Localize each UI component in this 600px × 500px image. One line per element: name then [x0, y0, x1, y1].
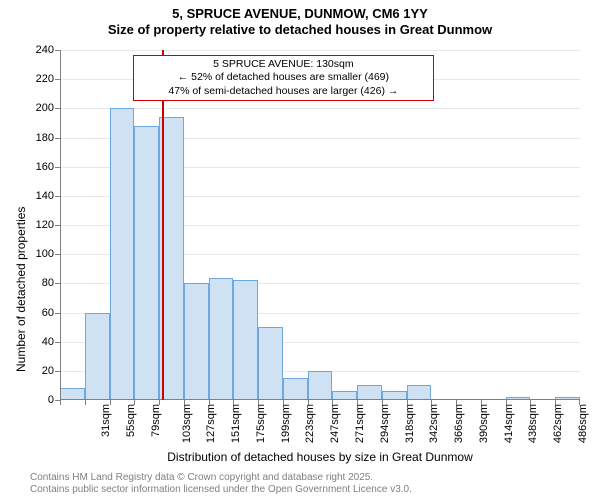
- x-tick-label: 414sqm: [503, 404, 515, 443]
- grid-line: [60, 108, 580, 109]
- x-tick-label: 127sqm: [206, 404, 218, 443]
- x-tick-mark: [431, 400, 432, 405]
- chart-title: 5, SPRUCE AVENUE, DUNMOW, CM6 1YY Size o…: [0, 6, 600, 37]
- x-tick-mark: [233, 400, 234, 405]
- x-axis-line: [60, 399, 580, 400]
- y-tick-label: 120: [36, 219, 60, 231]
- annotation-line2: ← 52% of detached houses are smaller (46…: [138, 71, 429, 84]
- annotation-line3: 47% of semi-detached houses are larger (…: [138, 85, 429, 98]
- y-tick-label: 200: [36, 102, 60, 114]
- histogram-bar: [134, 126, 159, 400]
- x-tick-label: 79sqm: [150, 404, 162, 437]
- x-tick-mark: [506, 400, 507, 405]
- histogram-bar: [357, 385, 382, 400]
- x-tick-mark: [209, 400, 210, 405]
- annotation-callout: 5 SPRUCE AVENUE: 130sqm← 52% of detached…: [133, 55, 434, 100]
- y-tick-label: 140: [36, 190, 60, 202]
- x-tick-mark: [308, 400, 309, 405]
- x-tick-label: 175sqm: [255, 404, 267, 443]
- x-tick-label: 199sqm: [280, 404, 292, 443]
- x-tick-label: 151sqm: [230, 404, 242, 443]
- plot-area: 02040608010012014016018020022024031sqm55…: [60, 50, 580, 400]
- histogram-bar: [308, 371, 333, 400]
- footer: Contains HM Land Registry data © Crown c…: [30, 472, 600, 496]
- x-tick-mark: [555, 400, 556, 405]
- x-tick-mark: [530, 400, 531, 405]
- y-tick-label: 40: [42, 336, 60, 348]
- x-tick-mark: [357, 400, 358, 405]
- x-tick-mark: [382, 400, 383, 405]
- y-tick-label: 60: [42, 307, 60, 319]
- x-tick-mark: [283, 400, 284, 405]
- grid-line: [60, 50, 580, 51]
- histogram-bar: [258, 327, 283, 400]
- footer-line2: Contains public sector information licen…: [30, 484, 600, 496]
- histogram-bar: [233, 280, 258, 400]
- x-tick-label: 366sqm: [453, 404, 465, 443]
- x-tick-label: 223sqm: [305, 404, 317, 443]
- footer-line1: Contains HM Land Registry data © Crown c…: [30, 472, 600, 484]
- y-tick-label: 80: [42, 277, 60, 289]
- x-tick-label: 318sqm: [404, 404, 416, 443]
- histogram-bar: [407, 385, 432, 400]
- x-tick-mark: [332, 400, 333, 405]
- x-tick-label: 486sqm: [577, 404, 589, 443]
- x-tick-mark: [60, 400, 61, 405]
- marker-line: [162, 50, 164, 400]
- y-tick-label: 160: [36, 161, 60, 173]
- x-tick-mark: [85, 400, 86, 405]
- histogram-bar: [110, 108, 135, 400]
- x-tick-mark: [407, 400, 408, 405]
- histogram-bar: [184, 283, 209, 400]
- annotation-line1: 5 SPRUCE AVENUE: 130sqm: [138, 58, 429, 71]
- chart-container: 5, SPRUCE AVENUE, DUNMOW, CM6 1YY Size o…: [0, 0, 600, 500]
- x-tick-mark: [481, 400, 482, 405]
- x-tick-label: 342sqm: [428, 404, 440, 443]
- y-axis-label: Number of detached properties: [14, 207, 28, 372]
- title-line1: 5, SPRUCE AVENUE, DUNMOW, CM6 1YY: [0, 6, 600, 22]
- x-tick-mark: [159, 400, 160, 405]
- histogram-bar: [283, 378, 308, 400]
- x-tick-mark: [258, 400, 259, 405]
- y-tick-label: 20: [42, 365, 60, 377]
- x-tick-label: 271sqm: [354, 404, 366, 443]
- x-tick-label: 462sqm: [552, 404, 564, 443]
- y-axis-line: [60, 50, 61, 400]
- x-tick-label: 31sqm: [100, 404, 112, 437]
- x-tick-label: 103sqm: [181, 404, 193, 443]
- x-tick-mark: [134, 400, 135, 405]
- y-tick-label: 180: [36, 132, 60, 144]
- x-tick-label: 247sqm: [329, 404, 341, 443]
- y-tick-label: 0: [48, 394, 60, 406]
- histogram-bar: [85, 313, 110, 401]
- x-tick-mark: [579, 400, 580, 405]
- x-tick-label: 294sqm: [379, 404, 391, 443]
- x-tick-label: 438sqm: [527, 404, 539, 443]
- x-tick-mark: [110, 400, 111, 405]
- histogram-bar: [209, 278, 234, 401]
- y-tick-label: 220: [36, 73, 60, 85]
- title-line2: Size of property relative to detached ho…: [0, 22, 600, 38]
- x-tick-label: 390sqm: [478, 404, 490, 443]
- y-tick-label: 240: [36, 44, 60, 56]
- x-axis-label: Distribution of detached houses by size …: [60, 450, 580, 464]
- x-tick-label: 55sqm: [125, 404, 137, 437]
- y-tick-label: 100: [36, 248, 60, 260]
- x-tick-mark: [184, 400, 185, 405]
- x-tick-mark: [456, 400, 457, 405]
